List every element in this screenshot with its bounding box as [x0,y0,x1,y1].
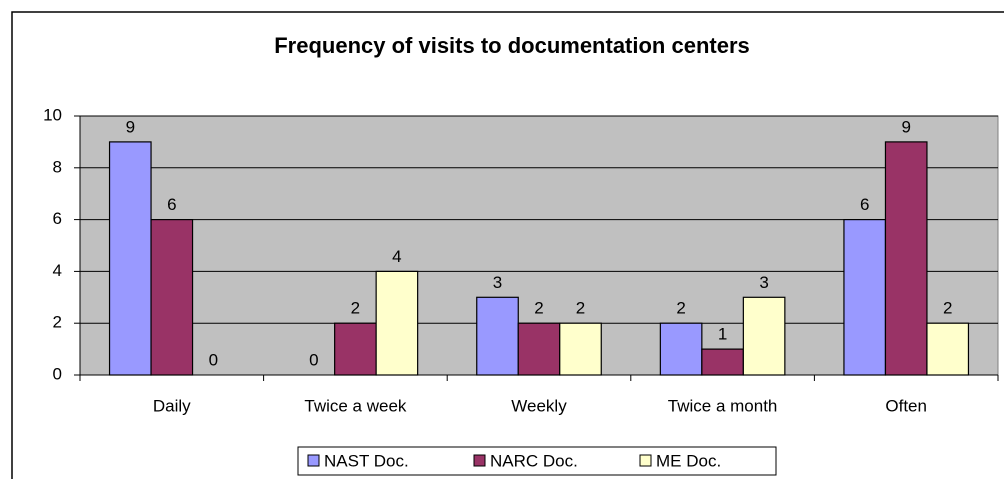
legend-box [297,446,777,476]
value-label: 3 [759,273,768,292]
value-label: 9 [901,117,910,136]
bar [476,296,519,376]
value-label: 9 [126,117,135,136]
bar [843,219,887,376]
y-tick-label: 0 [53,364,62,383]
bar [334,322,377,376]
value-label: 2 [943,299,952,318]
y-tick-label: 8 [53,157,62,176]
value-label: 2 [351,299,360,318]
bar [517,322,561,376]
value-label: 0 [309,350,318,369]
bar [108,141,152,376]
y-tick-label: 10 [43,105,62,124]
value-label: 6 [860,195,869,214]
x-tick-label: Daily [153,396,191,415]
bar [926,322,970,376]
bar [701,348,744,376]
x-tick-label: Often [885,396,927,415]
x-tick-label: Weekly [511,396,567,415]
legend-label: NAST Doc. [324,451,409,470]
value-label: 2 [534,299,543,318]
value-label: 1 [718,325,727,344]
value-label: 4 [392,247,401,266]
y-tick-label: 2 [53,313,62,332]
legend-label: NARC Doc. [490,451,578,470]
y-tick-label: 4 [53,261,62,280]
legend-swatch [639,454,652,467]
bar [559,322,602,376]
bar [742,296,786,376]
chart-title: Frequency of visits to documentation cen… [274,33,750,58]
value-label: 2 [576,299,585,318]
value-label: 3 [493,273,502,292]
y-tick-label: 6 [53,209,62,228]
legend-label: ME Doc. [656,451,721,470]
bar [375,270,419,376]
bar [884,141,928,376]
legend-swatch [307,454,320,467]
value-label: 6 [167,195,176,214]
legend-swatch [473,454,486,467]
x-tick-label: Twice a week [304,396,407,415]
value-label: 2 [676,299,685,318]
value-label: 0 [209,350,218,369]
bar [150,219,194,376]
x-tick-label: Twice a month [668,396,778,415]
bar [659,322,703,376]
